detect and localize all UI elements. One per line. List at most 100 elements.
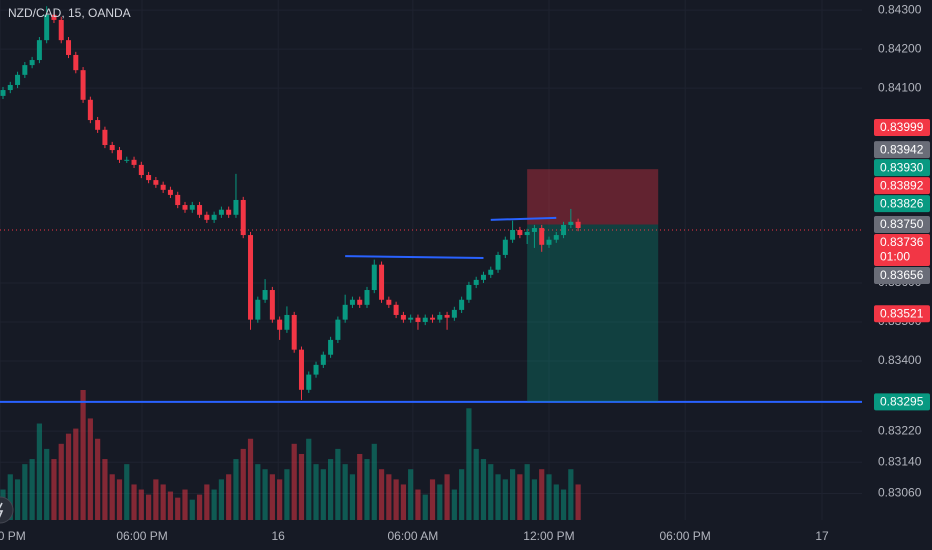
candle-body	[44, 14, 50, 41]
candle-body	[175, 194, 181, 206]
volume-bar	[342, 464, 348, 520]
y-tick-label: 0.84200	[878, 41, 922, 55]
candle-body	[524, 231, 530, 236]
price-tag	[874, 159, 930, 177]
volume-bar	[95, 438, 101, 520]
volume-bar	[116, 479, 123, 520]
price-tag-label: 0.83736	[880, 235, 924, 249]
logo[interactable]	[0, 496, 14, 524]
volume-bar	[269, 474, 275, 520]
candle-body	[226, 209, 232, 215]
volume-bar	[7, 474, 13, 520]
x-tick-label: 06:00 PM	[116, 529, 167, 543]
x-tick-label: 17	[815, 529, 829, 543]
price-tag-label: 0.83930	[880, 160, 924, 174]
volume-bar	[298, 453, 305, 520]
volume-bar	[466, 408, 472, 520]
candle-body	[422, 317, 428, 322]
volume-bar	[211, 489, 217, 520]
candle-body	[204, 214, 210, 220]
volume-bar	[131, 484, 137, 520]
candle-body	[408, 317, 414, 320]
candle-body	[393, 304, 399, 315]
volume-bar	[306, 438, 312, 520]
candle-body	[95, 120, 101, 130]
volume-bar	[51, 459, 57, 520]
price-tag	[874, 393, 930, 411]
target-zone[interactable]	[527, 224, 659, 402]
candle-body	[502, 239, 508, 255]
volume-bar	[182, 489, 188, 520]
volume-bar	[459, 469, 465, 520]
candle-body	[495, 254, 501, 270]
volume-bar	[357, 453, 363, 520]
volume-bar	[393, 479, 399, 520]
candle-body	[437, 314, 443, 320]
candle-body	[357, 299, 363, 305]
candle-body	[218, 209, 224, 215]
candle-body	[328, 339, 334, 355]
volume-bar	[415, 489, 421, 520]
candle-body	[160, 184, 166, 190]
price-tag	[874, 305, 930, 323]
volume-bar	[408, 469, 414, 520]
candle-body	[138, 164, 144, 176]
volume-bar	[502, 479, 508, 520]
y-tick-label: 0.84100	[878, 80, 922, 94]
price-tag-label: 0.83826	[880, 196, 924, 210]
candle-body	[306, 374, 312, 390]
candle-body	[335, 319, 341, 340]
volume-pane	[0, 390, 581, 520]
price-tag	[874, 195, 930, 213]
x-tick-label: 06:00 AM	[388, 529, 439, 543]
volume-bar	[240, 448, 246, 520]
candle-body	[87, 99, 93, 121]
price-tag	[874, 118, 930, 136]
candle-body	[568, 221, 574, 225]
candle-body	[197, 205, 203, 215]
x-tick-label: 16	[272, 529, 286, 543]
y-tick-label: 0.83140	[878, 454, 922, 468]
candle-body	[116, 150, 122, 160]
volume-bar	[153, 479, 159, 520]
price-tag	[874, 267, 930, 285]
candle-body	[364, 290, 370, 305]
volume-bar	[102, 459, 108, 520]
candle-body	[240, 199, 246, 236]
candle-body	[444, 314, 450, 318]
volume-bar	[233, 459, 239, 520]
x-tick-label: 12:00 PM	[0, 529, 26, 543]
volume-bar	[560, 489, 567, 520]
candle-body	[15, 74, 21, 85]
volume-bar	[473, 448, 479, 520]
volume-bar	[36, 423, 42, 520]
trend-line[interactable]	[490, 216, 557, 221]
volume-bar	[349, 474, 356, 520]
candle-body	[320, 354, 326, 365]
candle-body	[459, 299, 465, 310]
volume-bar	[160, 484, 166, 520]
trend-line[interactable]	[345, 255, 484, 260]
price-tag-label: 0.83942	[880, 142, 924, 156]
candle-body	[473, 279, 479, 285]
logo-circle[interactable]	[0, 496, 14, 524]
candle-body	[102, 129, 108, 146]
candle-body	[66, 40, 72, 55]
volume-bar	[539, 469, 545, 520]
candle-body	[510, 229, 516, 240]
candle-body	[211, 214, 217, 220]
volume-bar	[204, 484, 210, 520]
grid	[0, 0, 862, 520]
volume-bar	[109, 474, 115, 520]
volume-bar	[320, 469, 326, 520]
candle-body	[539, 228, 545, 245]
candle-body	[466, 284, 472, 300]
candle-body	[517, 229, 523, 236]
price-pane	[0, 6, 862, 403]
stop-zone[interactable]	[527, 169, 659, 225]
volume-bar	[262, 469, 268, 520]
logo-icon[interactable]	[0, 502, 4, 518]
